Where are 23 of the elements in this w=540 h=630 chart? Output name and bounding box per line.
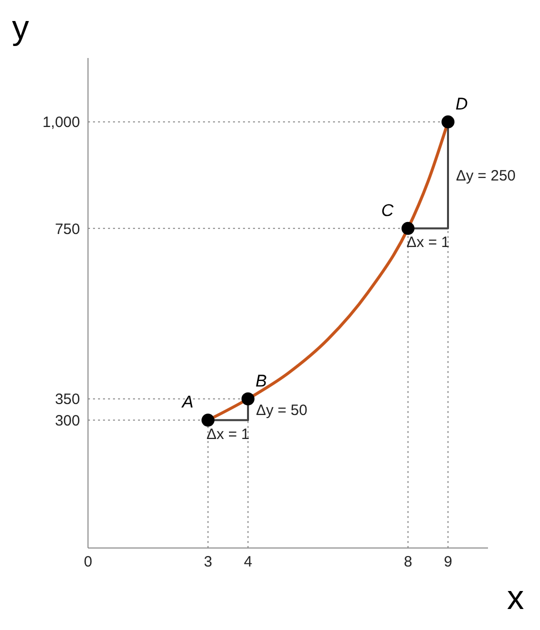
y-tick-label: 750 (54, 220, 80, 238)
x-tick-label: 0 (84, 554, 92, 571)
point (442, 115, 454, 128)
x-tick-label: 3 (204, 554, 212, 571)
annotation: Δx = 1 (206, 426, 250, 443)
data-label: A (181, 392, 194, 412)
data-label: D (455, 94, 468, 114)
x-tick-label: 8 (404, 554, 412, 571)
annotation: Δy = 250 (456, 168, 516, 184)
x-axis-title: x (507, 578, 524, 618)
y-tick-label: 300 (54, 412, 80, 430)
x-tick-label: 9 (444, 554, 452, 571)
y-axis-title: y (12, 8, 29, 48)
point (202, 414, 214, 427)
annotation: Δy = 50 (256, 402, 308, 419)
data-label: B (255, 371, 267, 390)
x-tick-label: 4 (244, 554, 252, 571)
annotation: Δx = 1 (406, 234, 450, 252)
y-tick-label: 350 (54, 391, 80, 408)
data-label: C (381, 200, 394, 220)
y-tick-label: 1,000 (42, 114, 80, 132)
point (402, 222, 414, 235)
point (242, 392, 254, 406)
